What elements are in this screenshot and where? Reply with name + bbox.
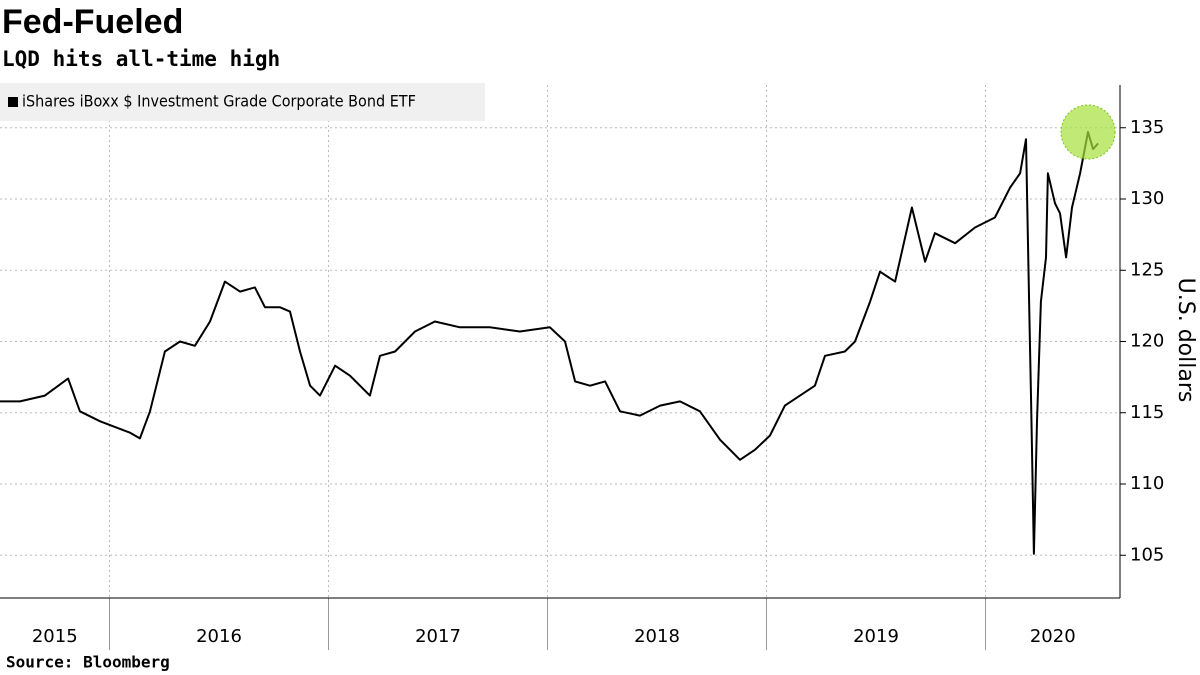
legend-box <box>0 83 485 121</box>
x-tick-label: 2017 <box>415 626 461 647</box>
source: Source: Bloomberg <box>6 653 170 672</box>
y-axis-label: U.S. dollars <box>1173 278 1198 403</box>
y-tick-label: 130 <box>1130 188 1164 209</box>
y-tick-label: 115 <box>1130 402 1164 423</box>
line-series <box>0 131 1099 555</box>
chart-title: Fed-Fueled <box>2 3 183 41</box>
x-tick-label: 2015 <box>32 626 78 647</box>
x-tick-label: 2020 <box>1030 626 1076 647</box>
x-tick-label: 2018 <box>634 626 680 647</box>
highlight <box>1060 104 1116 160</box>
chart-subtitle: LQD hits all-time high <box>2 47 280 71</box>
legend-label: iShares iBoxx $ Investment Grade Corpora… <box>22 92 416 111</box>
y-tick-label: 120 <box>1130 331 1164 352</box>
x-tick-label: 2019 <box>853 626 899 647</box>
y-tick-label: 110 <box>1130 473 1164 494</box>
y-tick-label: 135 <box>1130 117 1164 138</box>
legend-swatch <box>8 97 18 107</box>
y-tick-label: 125 <box>1130 259 1164 280</box>
x-tick-label: 2016 <box>196 626 242 647</box>
y-tick-label: 105 <box>1130 544 1164 565</box>
